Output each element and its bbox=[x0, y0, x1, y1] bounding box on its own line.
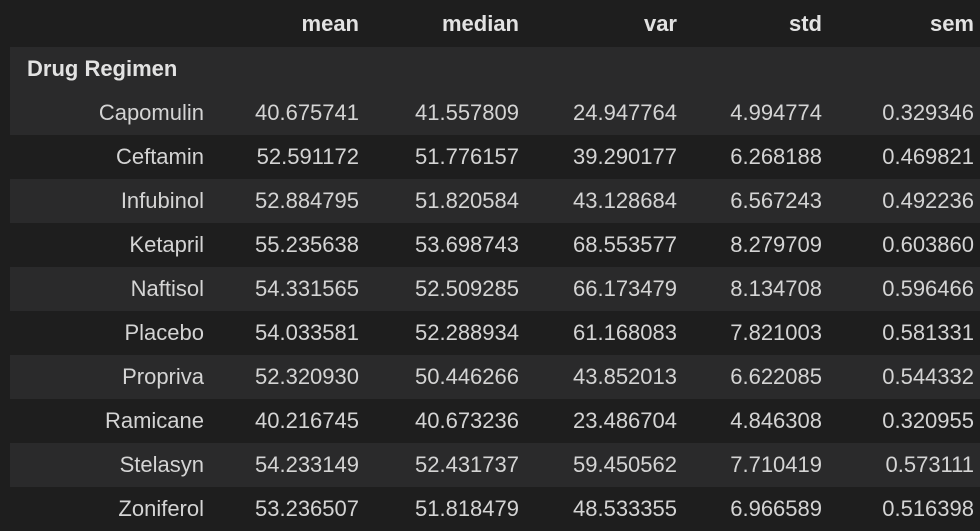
row-label: Zoniferol bbox=[10, 487, 210, 531]
cell-median: 40.673236 bbox=[365, 399, 525, 443]
cell-var: 39.290177 bbox=[525, 135, 683, 179]
index-name-row: Drug Regimen bbox=[10, 47, 980, 91]
table-row: Capomulin 40.675741 41.557809 24.947764 … bbox=[10, 91, 980, 135]
table-row: Naftisol 54.331565 52.509285 66.173479 8… bbox=[10, 267, 980, 311]
column-header-row: mean median var std sem bbox=[10, 0, 980, 47]
cell-mean: 40.675741 bbox=[210, 91, 365, 135]
column-header-median: median bbox=[365, 0, 525, 47]
cell-var: 61.168083 bbox=[525, 311, 683, 355]
row-label: Placebo bbox=[10, 311, 210, 355]
cell-var: 66.173479 bbox=[525, 267, 683, 311]
cell-var: 43.128684 bbox=[525, 179, 683, 223]
column-header-sem: sem bbox=[828, 0, 980, 47]
index-name-label: Drug Regimen bbox=[10, 47, 210, 91]
cell-mean: 52.884795 bbox=[210, 179, 365, 223]
cell-mean: 54.033581 bbox=[210, 311, 365, 355]
row-label: Ketapril bbox=[10, 223, 210, 267]
cell-median: 52.288934 bbox=[365, 311, 525, 355]
cell-std: 4.994774 bbox=[683, 91, 828, 135]
dataframe-output: mean median var std sem Drug Regimen Cap… bbox=[10, 0, 980, 531]
index-name-filler bbox=[525, 47, 683, 91]
cell-var: 43.852013 bbox=[525, 355, 683, 399]
row-label: Capomulin bbox=[10, 91, 210, 135]
index-name-filler bbox=[365, 47, 525, 91]
cell-sem: 0.596466 bbox=[828, 267, 980, 311]
row-label: Naftisol bbox=[10, 267, 210, 311]
cell-mean: 54.233149 bbox=[210, 443, 365, 487]
cell-sem: 0.581331 bbox=[828, 311, 980, 355]
cell-sem: 0.573111 bbox=[828, 443, 980, 487]
row-label: Propriva bbox=[10, 355, 210, 399]
cell-median: 52.431737 bbox=[365, 443, 525, 487]
cell-var: 68.553577 bbox=[525, 223, 683, 267]
cell-median: 53.698743 bbox=[365, 223, 525, 267]
cell-sem: 0.544332 bbox=[828, 355, 980, 399]
cell-sem: 0.469821 bbox=[828, 135, 980, 179]
cell-var: 23.486704 bbox=[525, 399, 683, 443]
cell-mean: 40.216745 bbox=[210, 399, 365, 443]
row-label: Infubinol bbox=[10, 179, 210, 223]
column-header-mean: mean bbox=[210, 0, 365, 47]
cell-std: 6.567243 bbox=[683, 179, 828, 223]
cell-var: 48.533355 bbox=[525, 487, 683, 531]
cell-median: 50.446266 bbox=[365, 355, 525, 399]
cell-std: 8.279709 bbox=[683, 223, 828, 267]
cell-sem: 0.603860 bbox=[828, 223, 980, 267]
table-row: Ketapril 55.235638 53.698743 68.553577 8… bbox=[10, 223, 980, 267]
index-name-filler bbox=[210, 47, 365, 91]
summary-statistics-table: mean median var std sem Drug Regimen Cap… bbox=[10, 0, 980, 531]
row-label: Stelasyn bbox=[10, 443, 210, 487]
cell-sem: 0.492236 bbox=[828, 179, 980, 223]
cell-sem: 0.516398 bbox=[828, 487, 980, 531]
cell-mean: 53.236507 bbox=[210, 487, 365, 531]
table-row: Propriva 52.320930 50.446266 43.852013 6… bbox=[10, 355, 980, 399]
cell-mean: 52.591172 bbox=[210, 135, 365, 179]
cell-std: 6.966589 bbox=[683, 487, 828, 531]
cell-sem: 0.320955 bbox=[828, 399, 980, 443]
column-header-blank bbox=[10, 0, 210, 47]
column-header-var: var bbox=[525, 0, 683, 47]
cell-sem: 0.329346 bbox=[828, 91, 980, 135]
cell-median: 51.776157 bbox=[365, 135, 525, 179]
table-row: Zoniferol 53.236507 51.818479 48.533355 … bbox=[10, 487, 980, 531]
table-row: Infubinol 52.884795 51.820584 43.128684 … bbox=[10, 179, 980, 223]
cell-mean: 52.320930 bbox=[210, 355, 365, 399]
cell-std: 6.268188 bbox=[683, 135, 828, 179]
column-header-std: std bbox=[683, 0, 828, 47]
cell-median: 41.557809 bbox=[365, 91, 525, 135]
cell-mean: 54.331565 bbox=[210, 267, 365, 311]
table-body: Capomulin 40.675741 41.557809 24.947764 … bbox=[10, 91, 980, 531]
cell-std: 4.846308 bbox=[683, 399, 828, 443]
cell-var: 24.947764 bbox=[525, 91, 683, 135]
cell-median: 51.820584 bbox=[365, 179, 525, 223]
table-row: Stelasyn 54.233149 52.431737 59.450562 7… bbox=[10, 443, 980, 487]
row-label: Ceftamin bbox=[10, 135, 210, 179]
cell-var: 59.450562 bbox=[525, 443, 683, 487]
index-name-filler bbox=[828, 47, 980, 91]
cell-std: 8.134708 bbox=[683, 267, 828, 311]
table-row: Placebo 54.033581 52.288934 61.168083 7.… bbox=[10, 311, 980, 355]
cell-median: 51.818479 bbox=[365, 487, 525, 531]
row-label: Ramicane bbox=[10, 399, 210, 443]
cell-mean: 55.235638 bbox=[210, 223, 365, 267]
index-name-filler bbox=[683, 47, 828, 91]
cell-std: 7.821003 bbox=[683, 311, 828, 355]
cell-std: 6.622085 bbox=[683, 355, 828, 399]
cell-std: 7.710419 bbox=[683, 443, 828, 487]
table-row: Ceftamin 52.591172 51.776157 39.290177 6… bbox=[10, 135, 980, 179]
table-row: Ramicane 40.216745 40.673236 23.486704 4… bbox=[10, 399, 980, 443]
cell-median: 52.509285 bbox=[365, 267, 525, 311]
